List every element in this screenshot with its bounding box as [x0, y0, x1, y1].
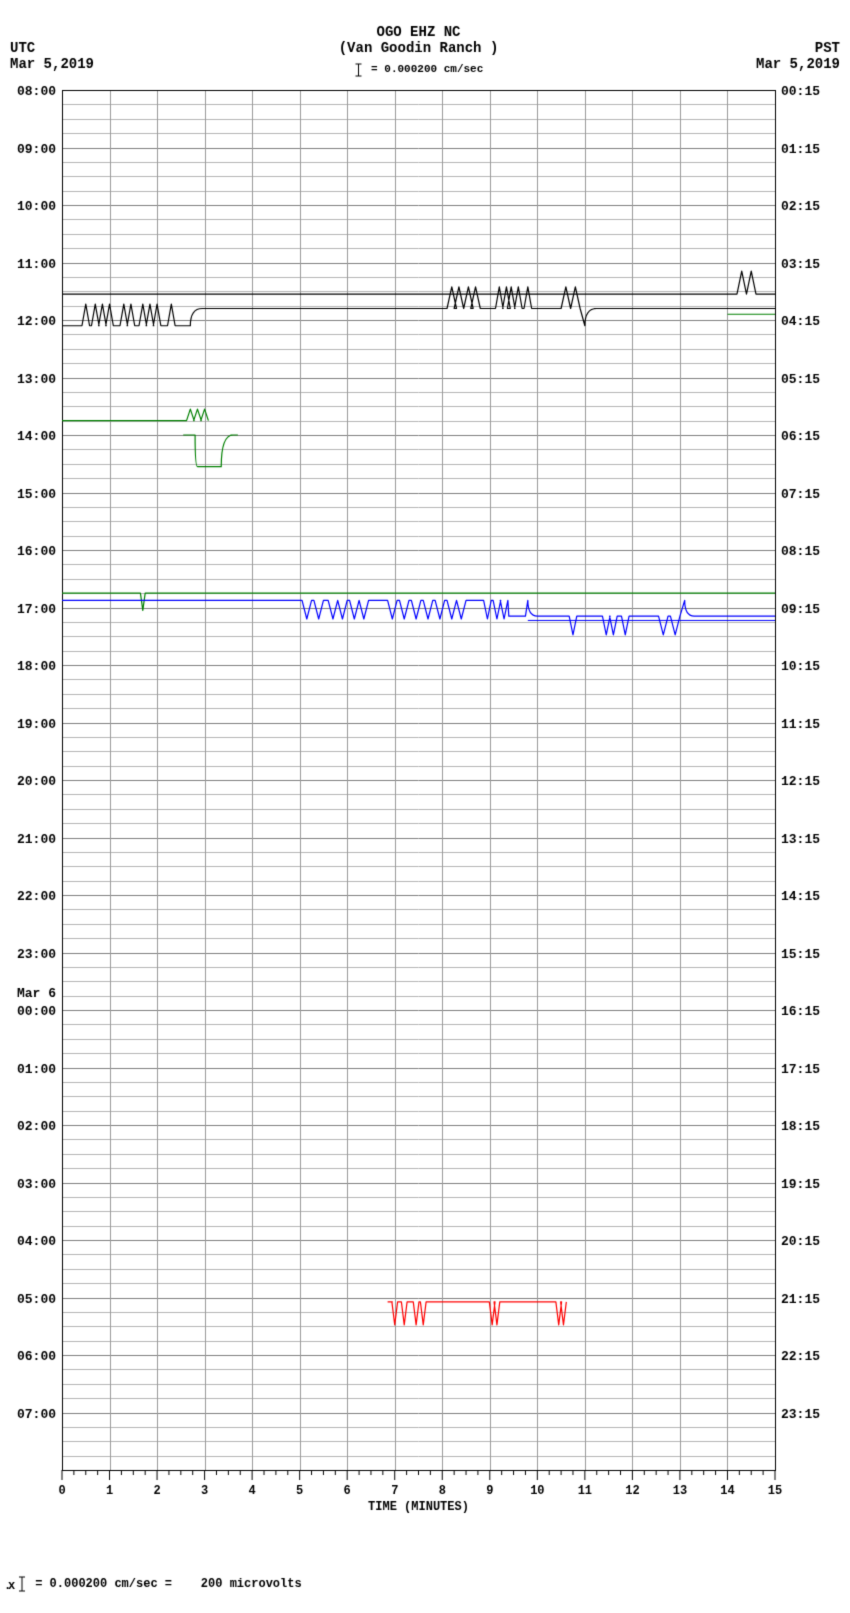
seismogram-canvas: [0, 0, 850, 1613]
